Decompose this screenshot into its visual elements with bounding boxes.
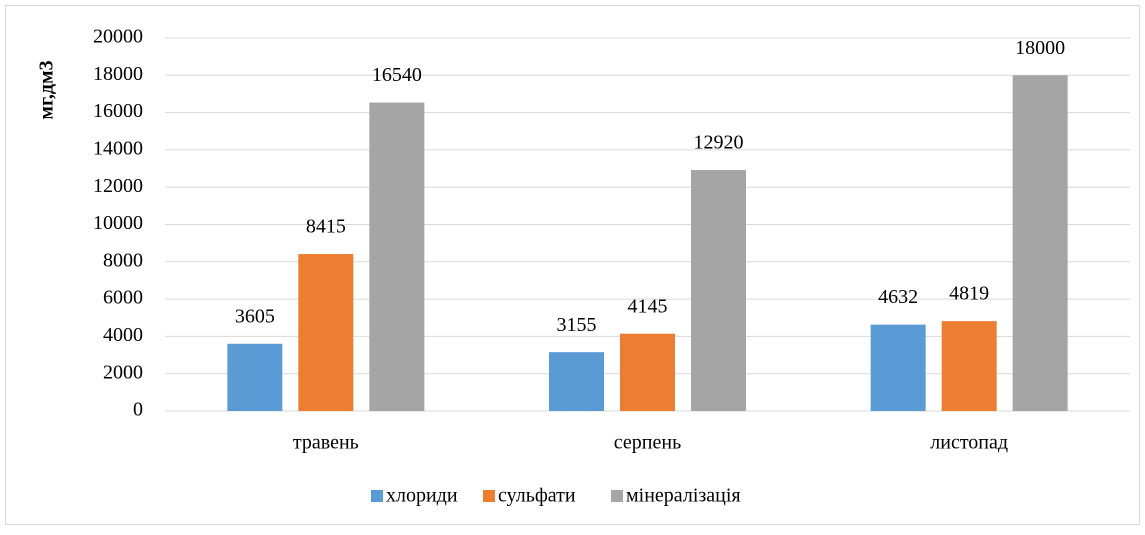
- data-label: 4819: [949, 283, 989, 305]
- y-axis-label: мг,дм3: [36, 60, 58, 119]
- legend-label: сульфати: [498, 485, 576, 507]
- y-tick-label: 6000: [103, 287, 143, 309]
- data-label: 12920: [694, 132, 744, 154]
- bar: [298, 254, 354, 411]
- bar: [870, 324, 926, 411]
- bar: [1012, 75, 1068, 412]
- x-tick-label: травень: [293, 432, 359, 454]
- y-tick-label: 18000: [93, 63, 143, 85]
- data-label: 16540: [372, 64, 422, 86]
- bar: [227, 343, 283, 411]
- y-tick-label: 4000: [103, 324, 143, 346]
- legend-swatch: [483, 490, 495, 502]
- y-tick-label: 8000: [103, 249, 143, 271]
- data-label: 3605: [235, 305, 275, 327]
- y-tick-label: 12000: [93, 175, 143, 197]
- legend-label: хлориди: [386, 485, 458, 507]
- y-tick-label: 20000: [93, 26, 143, 48]
- y-tick-label: 0: [133, 399, 143, 421]
- data-label: 4632: [878, 286, 918, 308]
- data-label: 4145: [628, 295, 668, 317]
- y-tick-label: 16000: [93, 100, 143, 122]
- bar: [620, 333, 675, 411]
- bar: [941, 321, 997, 411]
- bar: [369, 102, 425, 412]
- y-tick-label: 2000: [103, 361, 143, 383]
- legend-swatch: [611, 490, 623, 502]
- data-label: 8415: [306, 216, 346, 238]
- x-tick-label: листопад: [930, 432, 1008, 454]
- chart-border: [5, 5, 1140, 525]
- data-label: 18000: [1015, 37, 1065, 59]
- legend-swatch: [371, 490, 383, 502]
- bar: [691, 170, 746, 411]
- bar: [549, 352, 604, 411]
- y-tick-label: 10000: [93, 212, 143, 234]
- y-tick-label: 14000: [93, 137, 143, 159]
- x-tick-label: серпень: [614, 432, 681, 454]
- data-label: 3155: [557, 314, 597, 336]
- legend-label: мінералізація: [626, 485, 741, 507]
